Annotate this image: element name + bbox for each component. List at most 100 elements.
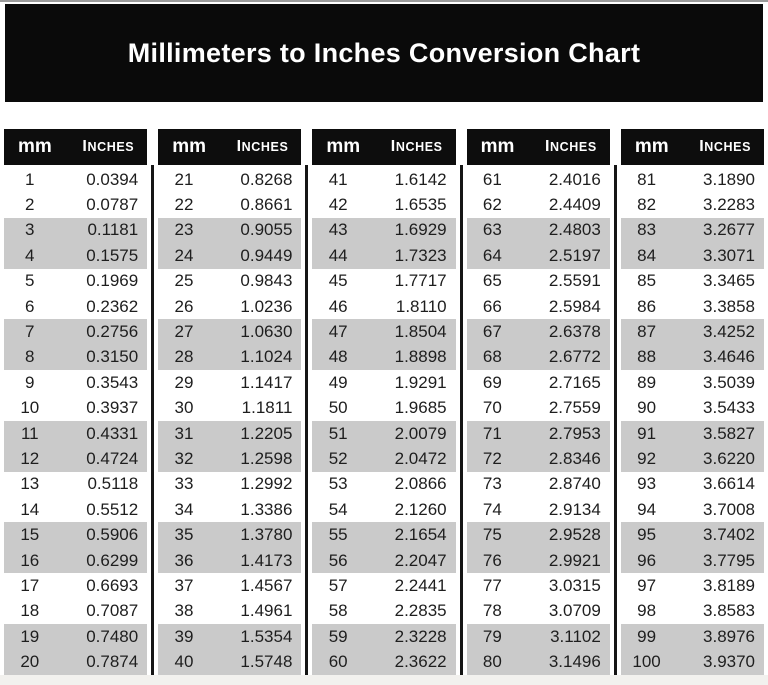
table-row: 16 0.6299 [4,547,148,574]
mm-value: 14 [20,499,40,519]
table-row: 67 2.6378 [466,319,610,345]
inches-value: 3.3465 [703,271,756,291]
table-row: 96 3.7795 [620,547,765,574]
column-header: mm INCHES [4,129,148,165]
inches-value: 2.5591 [548,271,601,291]
table-row: 77 3.0315 [467,573,610,598]
table-column-group: mm INCHES 1 0.0394 2 0.0787 3 0.1181 4 0.1575 5 0.1… [4,129,148,675]
inches-value: 0.5512 [86,499,139,519]
table-row: 15 0.5906 [4,522,148,548]
inches-value: 2.0866 [394,474,447,494]
column-header: mm INCHES [620,129,765,165]
table-row: 26 1.0236 [158,294,301,319]
col-header-inches: INCHES [545,138,597,155]
mm-value: 68 [482,347,502,367]
mm-value: 58 [328,601,348,621]
mm-value: 19 [20,626,40,646]
mm-value: 75 [482,525,502,545]
inches-value: 0.4724 [86,448,139,468]
table-row: 48 1.8898 [312,344,456,371]
mm-value: 82 [637,195,657,215]
inches-value: 2.6378 [548,322,601,342]
table-row: 59 2.3228 [312,624,456,650]
title-bar: Millimeters to Inches Conversion Chart [5,4,763,102]
mm-value: 89 [637,372,657,392]
mm-value: 88 [637,347,657,367]
mm-value: 2 [25,195,35,215]
mm-value: 91 [637,423,657,443]
mm-value: 76 [482,550,502,570]
table-row: 22 0.8661 [158,192,301,217]
mm-value: 11 [20,423,39,443]
mm-value: 15 [20,525,40,545]
table-row: 39 1.5354 [158,624,302,650]
inches-value: 0.9449 [240,245,293,265]
table-row: 1 0.0394 [4,167,147,192]
mm-value: 46 [328,296,348,316]
inches-value: 3.1496 [548,652,601,672]
inches-value: 2.1260 [394,499,447,519]
inches-value: 1.6929 [394,220,447,240]
inches-value: 1.9291 [394,372,447,392]
mm-value: 56 [328,550,348,570]
inches-value: 0.6693 [86,575,139,595]
mm-value: 31 [174,423,194,443]
mm-value: 97 [637,575,657,595]
table-row: 86 3.3858 [621,294,764,319]
inches-value: 2.2441 [394,575,447,595]
mm-value: 1 [25,169,35,189]
mm-value: 9 [25,372,35,392]
inches-value: 1.4567 [240,575,293,595]
table-row: 25 0.9843 [158,269,301,294]
table-row: 98 3.8583 [621,599,764,624]
column-divider [305,165,309,675]
table-row: 55 2.1654 [312,522,456,548]
inches-value: 0.7480 [86,626,139,646]
table-row: 89 3.5039 [621,370,764,395]
table-row: 45 1.7717 [312,269,455,294]
column-divider [151,165,155,675]
conversion-table: mm INCHES 1 0.0394 2 0.0787 3 0.1181 4 0.1575 5 0.1… [4,129,765,675]
inches-value: 1.0630 [240,322,293,342]
inches-value: 0.8661 [240,195,293,215]
table-row: 57 2.2441 [312,573,455,598]
mm-value: 42 [328,195,348,215]
inches-value: 0.1969 [86,271,139,291]
inches-value: 0.4331 [86,423,139,443]
inches-value: 1.9685 [394,398,447,418]
table-row: 65 2.5591 [467,269,610,294]
table-row: 78 3.0709 [467,599,610,624]
table-row: 84 3.3071 [620,243,765,269]
inches-value: 2.2047 [394,550,447,570]
mm-value: 36 [174,550,194,570]
mm-value: 22 [174,195,194,215]
col-header-mm: mm [326,136,361,157]
inches-value: 0.1181 [87,220,139,240]
mm-value: 81 [637,169,657,189]
table-row: 80 3.1496 [466,649,610,675]
mm-value: 3 [25,220,35,240]
table-row: 81 3.1890 [621,167,764,192]
mm-value: 71 [482,423,502,443]
table-row: 6 0.2362 [4,294,147,319]
mm-value: 84 [637,245,657,265]
inches-value: 0.3150 [86,347,139,367]
table-row: 34 1.3386 [158,497,301,522]
inches-value: 3.5039 [703,372,756,392]
mm-value: 23 [174,220,194,240]
mm-value: 28 [174,347,194,367]
table-row: 92 3.6220 [620,446,765,472]
inches-value: 3.1102 [550,626,601,646]
table-row: 28 1.1024 [158,344,302,371]
inches-value: 0.6299 [86,550,139,570]
mm-value: 33 [174,474,194,494]
inches-value: 3.6220 [703,448,756,468]
table-row: 24 0.9449 [158,243,302,269]
mm-value: 74 [482,499,502,519]
mm-value: 62 [482,195,502,215]
inches-value: 3.8976 [703,626,756,646]
mm-value: 10 [20,398,40,418]
inches-value: 2.9134 [548,499,601,519]
table-row: 63 2.4803 [466,217,610,244]
table-row: 12 0.4724 [4,446,148,472]
